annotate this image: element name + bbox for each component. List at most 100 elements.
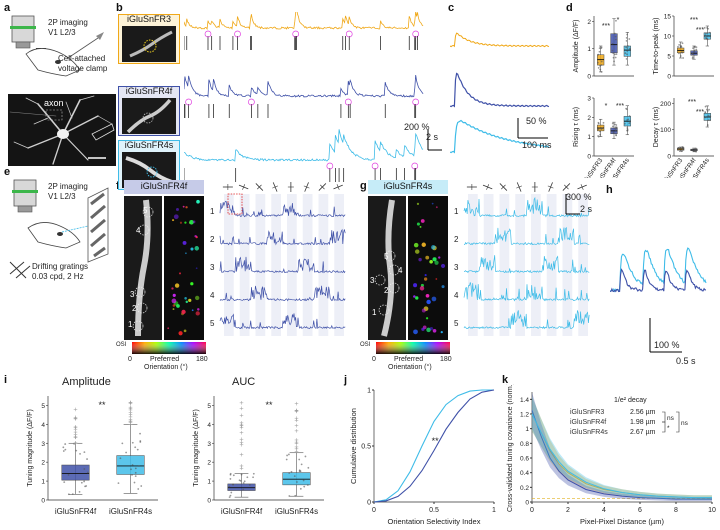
orientation-pixel — [174, 283, 180, 288]
outlier-marker — [239, 466, 244, 471]
y-tick-label: 0 — [587, 154, 591, 161]
y-tick-label: 1 — [525, 426, 529, 433]
b-scale-y-label: 200 % — [404, 122, 430, 132]
data-point — [75, 449, 78, 452]
imaging-label-line2: V1 L2/3 — [48, 28, 76, 37]
orientation-pixel — [182, 240, 187, 245]
grating-direction-glyph — [303, 185, 310, 189]
outlier-marker — [294, 418, 299, 423]
roi-row-label: 4 — [454, 291, 459, 300]
orientation-pixel — [426, 299, 431, 305]
y-tick-label: 0 — [525, 500, 529, 507]
legend-series-name: iGluSnFR3 — [570, 409, 604, 416]
stimulus-epoch — [531, 194, 541, 336]
data-point — [598, 127, 601, 130]
grating-label-line1: Drifting gratings — [32, 262, 89, 271]
y-tick-label: 0.5 — [361, 444, 371, 451]
data-point — [704, 116, 707, 119]
missed-event-marker — [185, 98, 192, 106]
data-point — [628, 47, 631, 50]
orientation-pixel — [182, 205, 185, 208]
panel-c-kinetics — [450, 32, 550, 154]
y-tick-label: 15 — [664, 14, 672, 21]
panel-i-boxplots: 0 1 2 3 4 5 Tuning magnitude (ΔF/F) 0 1 2 3 4 5 Tunin… — [27, 396, 324, 516]
data-point — [232, 474, 235, 477]
data-point — [248, 484, 251, 486]
data-point — [71, 493, 74, 496]
fr4f-label: iGluSnFR4f — [125, 86, 173, 96]
data-point — [600, 46, 603, 49]
data-point — [681, 146, 684, 149]
data-point — [602, 121, 605, 124]
orientation-pixel — [167, 327, 170, 329]
orientation-pixel — [171, 287, 174, 290]
orientation-pixel — [423, 277, 428, 281]
outlier-marker — [73, 430, 78, 434]
fr4f-micrograph — [122, 98, 176, 134]
orientation-pixel — [176, 207, 179, 211]
data-point — [677, 147, 680, 150]
data-point — [627, 45, 629, 47]
outlier-marker — [128, 406, 133, 411]
orientation-pixel — [429, 326, 434, 331]
orientation-pixel — [424, 274, 427, 277]
roi-row-label: 2 — [454, 235, 459, 244]
roi-row-label: 2 — [210, 235, 215, 244]
fr4s-fluorescence-trace — [184, 129, 424, 162]
roi-row-label: 1 — [454, 207, 459, 216]
data-point — [611, 42, 614, 45]
x-tick-label: 4 — [602, 507, 606, 514]
data-point — [596, 61, 599, 64]
panel-j-cdf: 0 0.5 1 0 0.5 1 ** Cumulative distribution Orien… — [349, 388, 496, 527]
f-micrographs — [124, 196, 204, 340]
orientation-pixel — [413, 329, 418, 335]
missed-event-marker — [234, 30, 241, 38]
y-tick-label: 0.4 — [520, 470, 529, 477]
y-tick-label: 2 — [587, 19, 591, 26]
orientation-pixel — [416, 202, 420, 206]
data-point — [121, 442, 124, 445]
g-roi-3: 3 — [370, 276, 375, 285]
orientation-pixel — [425, 293, 430, 298]
data-point — [704, 105, 707, 108]
data-point — [693, 150, 695, 152]
data-point — [242, 482, 245, 484]
legend-decay-value: 1.98 µm — [630, 419, 656, 426]
data-point — [307, 466, 310, 469]
orientation-pixel — [192, 220, 196, 224]
data-point — [611, 125, 614, 128]
panel-label-d: d — [566, 2, 573, 14]
data-point — [679, 146, 682, 149]
i-amp-sig: ** — [98, 400, 106, 410]
orientation-pixel — [426, 327, 431, 333]
outlier-marker — [294, 423, 299, 428]
data-point — [611, 122, 614, 125]
y-tick-label: 0 — [41, 498, 45, 505]
y-tick-label: 10 — [664, 34, 672, 41]
axon-label: axon — [44, 98, 64, 108]
data-point — [238, 479, 241, 482]
data-point — [615, 126, 618, 129]
data-point — [299, 487, 302, 490]
data-point — [597, 122, 600, 125]
data-point — [599, 133, 602, 136]
f-roi-1: 1 — [128, 320, 133, 329]
roi-row-label: 1 — [210, 207, 215, 216]
data-point — [626, 108, 628, 111]
data-point — [67, 473, 70, 476]
outlier-marker — [294, 409, 299, 414]
data-point — [691, 57, 694, 60]
data-point — [612, 131, 615, 134]
data-point — [298, 470, 301, 473]
sig-label: ns — [667, 415, 675, 422]
outlier-marker — [294, 441, 299, 446]
grating-direction-glyph — [564, 184, 569, 190]
orientation-pixel — [179, 221, 183, 224]
data-point — [139, 432, 141, 435]
grating-setup-diagram — [9, 179, 109, 279]
data-point — [598, 50, 601, 53]
f-title: iGluSnFR4f — [140, 181, 188, 191]
data-point — [80, 481, 83, 484]
grating-direction-glyph — [516, 185, 523, 189]
fr3-fluorescence-trace — [184, 12, 424, 31]
